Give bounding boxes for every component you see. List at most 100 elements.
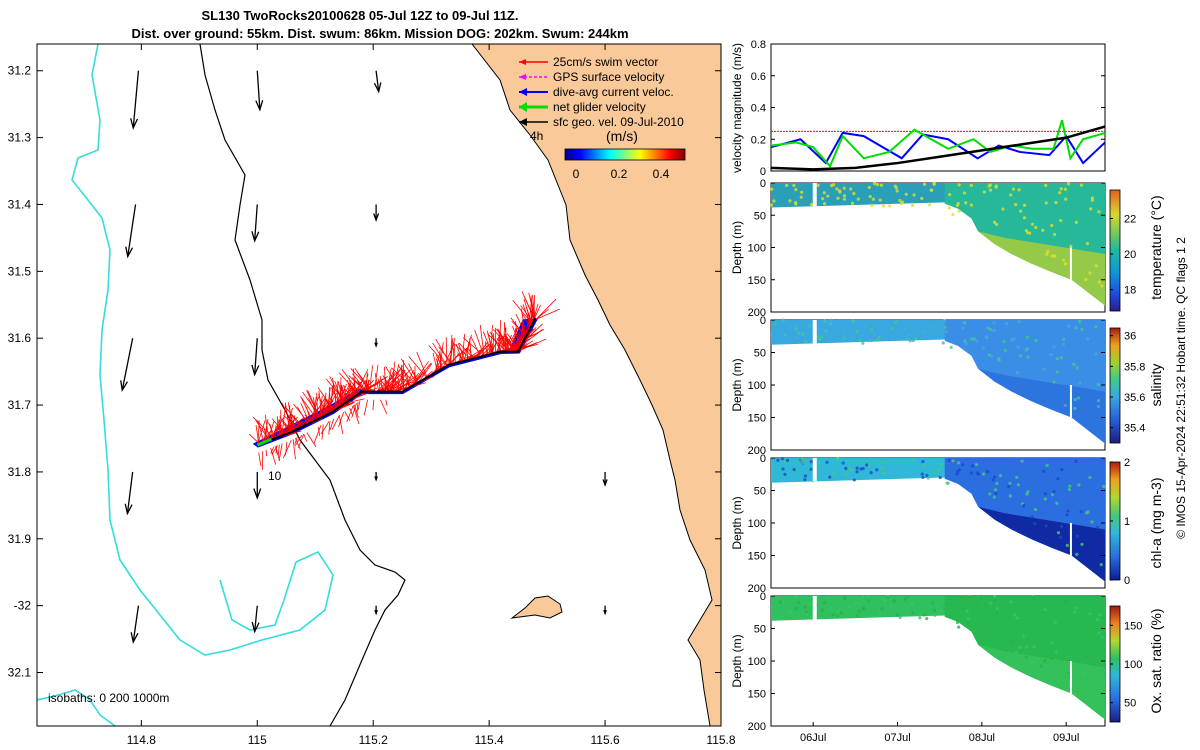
section-ytick-label: 200 bbox=[748, 307, 766, 319]
section-sample-dot bbox=[1053, 254, 1057, 258]
section-sample-dot bbox=[828, 322, 833, 326]
section-ytick-label: 100 bbox=[748, 656, 766, 668]
section-sample-dot bbox=[929, 188, 933, 192]
swim-vector bbox=[353, 369, 369, 398]
section-sample-dot bbox=[1015, 370, 1019, 375]
section-sample-dot bbox=[773, 322, 777, 326]
swim-vector bbox=[404, 370, 414, 391]
section-sample-dot bbox=[803, 605, 807, 609]
island-land bbox=[510, 595, 563, 619]
section-sample-dot bbox=[825, 460, 829, 464]
figure-title-line1: SL130 TwoRocks20100628 05-Jul 12Z to 09-… bbox=[202, 8, 519, 23]
section-ytick-label: 200 bbox=[748, 721, 766, 733]
section-sample-dot bbox=[911, 338, 915, 343]
colorbar-tick-label: 1 bbox=[1124, 516, 1130, 528]
section-sample-dot bbox=[832, 471, 837, 476]
section-sample-dot bbox=[1018, 209, 1023, 213]
swim-vector bbox=[408, 356, 427, 378]
section-data-gap bbox=[1069, 385, 1072, 424]
section-sample-dot bbox=[956, 201, 960, 206]
section-sample-dot bbox=[1042, 469, 1046, 473]
section-sample-dot bbox=[872, 332, 876, 337]
section-sample-dot bbox=[1084, 278, 1088, 282]
geo-vector-head bbox=[374, 342, 378, 348]
section-sample-dot bbox=[842, 186, 846, 190]
section-sample-dot bbox=[1059, 356, 1063, 360]
velocity-panel: 0 0.2 0.4 0.6 0.8 velocity magnitude (m/s) bbox=[730, 39, 1106, 178]
section-sample-dot bbox=[1089, 207, 1093, 211]
section-sample-dot bbox=[1065, 513, 1069, 517]
geo-vector-arrow bbox=[132, 605, 140, 643]
section-sample-dot bbox=[808, 602, 812, 606]
section-sample-dot bbox=[844, 466, 848, 470]
section-sample-dot bbox=[1017, 188, 1021, 192]
section-ytick-label: 0 bbox=[760, 453, 766, 465]
section-sample-dot bbox=[910, 602, 914, 606]
section-sample-dot bbox=[865, 463, 869, 467]
section-sample-dot bbox=[975, 601, 979, 605]
section-sample-dot bbox=[903, 326, 907, 331]
geo-vector-arrow bbox=[254, 338, 258, 375]
section-sample-dot bbox=[1009, 338, 1014, 342]
section-sample-dot bbox=[925, 473, 929, 477]
legend-arrowhead-geo bbox=[519, 118, 527, 126]
colorbar-tick-1: 0.2 bbox=[611, 167, 628, 181]
section-sample-dot bbox=[858, 338, 862, 342]
section-sample-dot bbox=[1097, 697, 1101, 701]
section-sample-dot bbox=[770, 187, 774, 191]
swim-vector bbox=[513, 337, 516, 352]
section-sample-dot bbox=[821, 197, 825, 201]
section-sample-dot bbox=[966, 617, 970, 621]
map-frame bbox=[36, 43, 722, 727]
section-sample-dot bbox=[883, 599, 887, 603]
colorbar-tick-label: 2 bbox=[1124, 457, 1130, 469]
section-sample-dot bbox=[1033, 507, 1038, 512]
swim-vector bbox=[416, 351, 428, 378]
section-sample-dot bbox=[816, 183, 820, 187]
legend-label-net: net glider velocity bbox=[553, 100, 646, 114]
velocity-ytick-label: 0 bbox=[760, 166, 766, 178]
section-sample-dot bbox=[1056, 477, 1060, 481]
section-sample-dot bbox=[972, 337, 976, 341]
section-sample-dot bbox=[1052, 380, 1056, 384]
section-sample-dot bbox=[1014, 203, 1018, 207]
section-sample-dot bbox=[894, 320, 898, 324]
section-sample-dot bbox=[861, 607, 865, 611]
time-xtick-label: 06Jul bbox=[800, 732, 826, 744]
colorbar-tick-label: 35.8 bbox=[1124, 361, 1145, 373]
section-sample-dot bbox=[1068, 484, 1072, 488]
section-sample-dot bbox=[957, 461, 961, 465]
section-sample-dot bbox=[912, 458, 916, 463]
section-sample-dot bbox=[782, 320, 786, 324]
section-sample-dot bbox=[994, 185, 998, 189]
section-sample-dot bbox=[956, 469, 960, 474]
swim-vector bbox=[257, 420, 260, 446]
map-ytick-label: 31.4 bbox=[8, 197, 32, 211]
swim-vector bbox=[471, 343, 491, 360]
section-sample-dot bbox=[769, 605, 773, 609]
swim-vector bbox=[271, 445, 278, 455]
section-sample-dot bbox=[788, 199, 792, 203]
section-sample-dot bbox=[1016, 483, 1020, 487]
map-panel: 10 114.8 115 115.2 115.4 115.6 115.8 31.2 31.3 3… bbox=[8, 43, 736, 747]
section-sample-dot bbox=[932, 181, 936, 186]
section-sample-dot bbox=[1055, 357, 1059, 361]
section-sample-dot bbox=[1072, 362, 1076, 366]
section-sample-dot bbox=[848, 605, 852, 609]
section-sample-dot bbox=[1063, 262, 1068, 266]
section-sample-dot bbox=[1044, 201, 1048, 205]
section-sample-dot bbox=[1026, 490, 1030, 494]
map-ytick-label: 31.3 bbox=[8, 131, 32, 145]
swim-vector bbox=[326, 399, 343, 415]
section-sample-dot bbox=[800, 190, 804, 194]
section-sample-dot bbox=[1075, 366, 1079, 370]
section-sample-dot bbox=[905, 337, 909, 342]
swim-vector bbox=[493, 329, 513, 352]
section-sample-dot bbox=[912, 193, 916, 197]
swim-vector bbox=[525, 333, 539, 338]
credit-text: © IMOS 15-Apr-2024 22:51:32 Hobart time.… bbox=[1174, 237, 1188, 539]
velocity-ytick-label: 0.4 bbox=[751, 103, 766, 115]
section-sample-dot bbox=[1013, 613, 1017, 617]
geo-vector-arrow bbox=[121, 338, 134, 391]
section-sample-dot bbox=[1097, 631, 1101, 635]
